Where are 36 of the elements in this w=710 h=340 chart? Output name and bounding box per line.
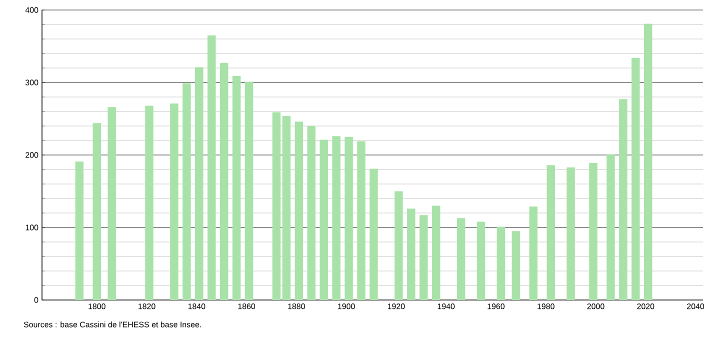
bar (476, 222, 486, 300)
bar (357, 141, 366, 300)
bar (632, 58, 640, 300)
bar (195, 67, 204, 300)
bar (394, 191, 403, 300)
bar (208, 35, 216, 300)
bar (232, 76, 241, 300)
bar (75, 162, 84, 300)
bar (619, 99, 628, 300)
bar (529, 206, 538, 300)
bar (220, 62, 228, 300)
bar (182, 83, 191, 300)
bar (108, 107, 116, 300)
bar (566, 167, 575, 300)
bar (332, 136, 340, 300)
bar (307, 126, 316, 300)
bar (606, 154, 615, 300)
bar (456, 218, 466, 300)
bar (92, 123, 101, 300)
bar (496, 226, 506, 300)
bar (282, 116, 291, 300)
bar (512, 231, 520, 300)
bar (420, 215, 428, 300)
bar (546, 165, 555, 300)
bar (432, 206, 440, 300)
bar (294, 122, 304, 300)
bar (344, 136, 353, 300)
bar (407, 208, 416, 300)
bar (272, 112, 281, 300)
bar (589, 162, 598, 300)
bar (145, 106, 154, 300)
bar (244, 82, 254, 300)
bar (170, 104, 178, 300)
bar (370, 168, 378, 300)
bar (644, 24, 652, 300)
bar (320, 140, 328, 300)
